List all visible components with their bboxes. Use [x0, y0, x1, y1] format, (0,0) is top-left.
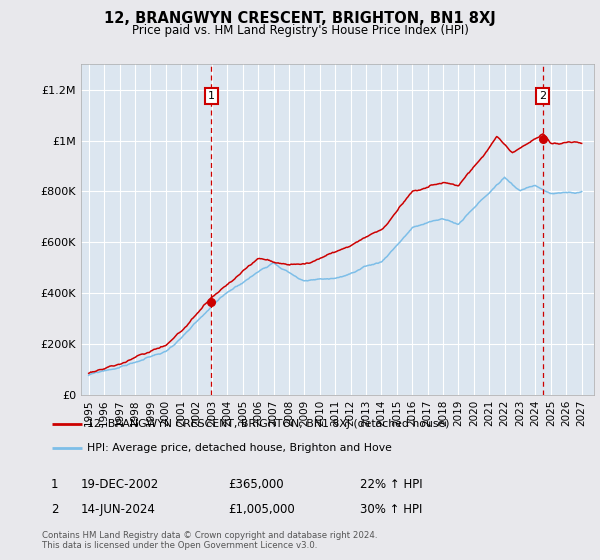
Text: 30% ↑ HPI: 30% ↑ HPI — [360, 503, 422, 516]
Text: Contains HM Land Registry data © Crown copyright and database right 2024.
This d: Contains HM Land Registry data © Crown c… — [42, 531, 377, 550]
Text: 22% ↑ HPI: 22% ↑ HPI — [360, 478, 422, 491]
Text: HPI: Average price, detached house, Brighton and Hove: HPI: Average price, detached house, Brig… — [87, 443, 392, 453]
Text: 12, BRANGWYN CRESCENT, BRIGHTON, BN1 8XJ: 12, BRANGWYN CRESCENT, BRIGHTON, BN1 8XJ — [104, 11, 496, 26]
Text: 1: 1 — [208, 91, 215, 101]
Text: Price paid vs. HM Land Registry's House Price Index (HPI): Price paid vs. HM Land Registry's House … — [131, 24, 469, 36]
Text: 2: 2 — [539, 91, 546, 101]
Text: £365,000: £365,000 — [228, 478, 284, 491]
Text: 1: 1 — [51, 478, 58, 491]
Text: 14-JUN-2024: 14-JUN-2024 — [81, 503, 156, 516]
Text: 2: 2 — [51, 503, 58, 516]
Text: 19-DEC-2002: 19-DEC-2002 — [81, 478, 159, 491]
Text: £1,005,000: £1,005,000 — [228, 503, 295, 516]
Text: 12, BRANGWYN CRESCENT, BRIGHTON, BN1 8XJ (detached house): 12, BRANGWYN CRESCENT, BRIGHTON, BN1 8XJ… — [87, 419, 449, 430]
